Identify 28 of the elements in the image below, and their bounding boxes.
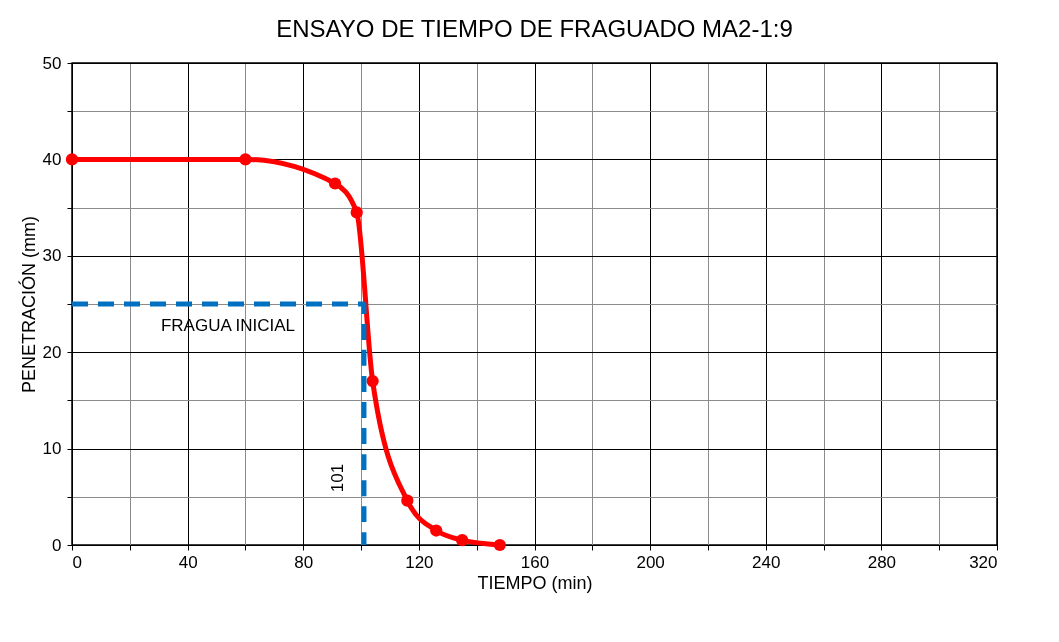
x-tick-label: 240 (752, 552, 781, 572)
x-tick-label: 200 (636, 552, 665, 572)
y-tick-label: 20 (42, 342, 62, 362)
y-tick-label: 30 (42, 246, 62, 266)
y-tick-label: 0 (52, 535, 62, 555)
annotation: 101 (328, 463, 347, 493)
x-tick-label: 0 (72, 552, 82, 572)
point (456, 534, 469, 547)
x-tick-label: 160 (520, 552, 550, 572)
point (401, 494, 414, 507)
y-tick-label: 40 (42, 149, 62, 169)
point (350, 206, 363, 219)
chart-title: ENSAYO DE TIEMPO DE FRAGUADO MA2-1:9 (276, 15, 793, 42)
point (430, 524, 443, 537)
x-tick-label: 80 (294, 552, 314, 572)
x-axis-title: TIEMPO (min) (477, 572, 593, 593)
point (493, 538, 506, 552)
x-tick-label: 40 (178, 552, 198, 572)
y-tick-label: 10 (42, 439, 62, 459)
point (366, 375, 379, 388)
x-tick-label: 280 (867, 552, 897, 572)
y-tick-label: 50 (42, 53, 62, 73)
y-axis-title: PENETRACIÓN (mm) (17, 216, 39, 393)
x-tick-label: 320 (969, 552, 998, 572)
x-tick-label: 120 (405, 552, 434, 572)
point (65, 153, 79, 166)
point (239, 153, 252, 166)
point (328, 177, 342, 190)
